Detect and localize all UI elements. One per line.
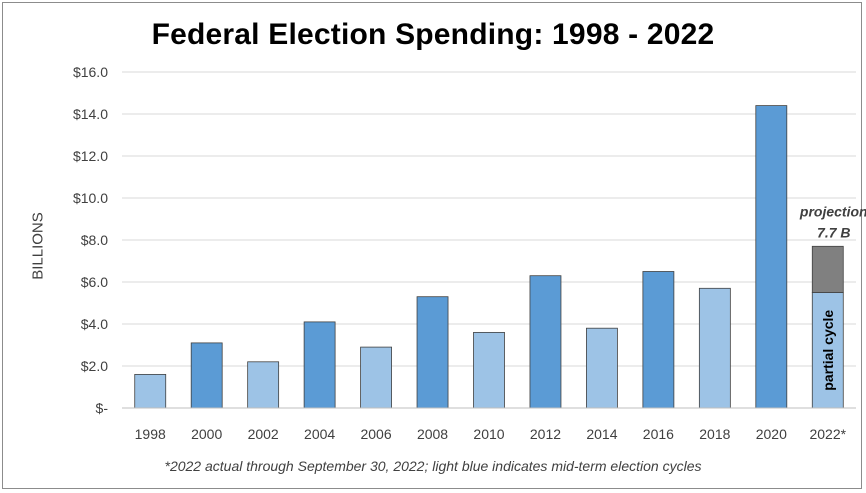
- y-tick-label: $10.0: [73, 190, 108, 206]
- chart-title: Federal Election Spending: 1998 - 2022: [151, 18, 715, 51]
- bar-2016: [642, 271, 675, 409]
- bar-2002: [247, 361, 280, 409]
- bar-2020: [755, 105, 788, 409]
- y-tick-label: $16.0: [73, 64, 108, 80]
- partial-cycle-label: partial cycle: [820, 310, 836, 391]
- y-tick-label: $4.0: [81, 316, 108, 332]
- x-tick-label: 2022*: [809, 426, 846, 442]
- bar-2018: [698, 287, 731, 409]
- y-tick-label: $8.0: [81, 232, 108, 248]
- x-tick-label: 2012: [530, 426, 561, 442]
- x-tick-label: 2004: [304, 426, 335, 442]
- x-tick-label: 2008: [417, 426, 448, 442]
- chart-footnote: *2022 actual through September 30, 2022;…: [164, 458, 702, 474]
- bar-1998: [134, 373, 167, 409]
- x-tick-label: 2000: [191, 426, 222, 442]
- y-tick-label: $2.0: [81, 358, 108, 374]
- x-tick-label: 2018: [699, 426, 730, 442]
- x-tick-label: 2020: [756, 426, 787, 442]
- x-tick-label: 2002: [248, 426, 279, 442]
- bar-2000: [190, 342, 223, 409]
- bar-2004: [303, 321, 336, 409]
- y-tick-label: $-: [96, 400, 109, 416]
- y-tick-label: $6.0: [81, 274, 108, 290]
- x-tick-label: 2014: [586, 426, 617, 442]
- x-tick-label: 1998: [135, 426, 166, 442]
- y-tick-label: $14.0: [73, 106, 108, 122]
- y-tick-label: $12.0: [73, 148, 108, 164]
- x-tick-label: 2006: [360, 426, 391, 442]
- x-tick-label: 2010: [473, 426, 504, 442]
- bar-2022: [811, 292, 844, 409]
- bar-2010: [473, 331, 505, 409]
- bar-2008: [416, 296, 449, 409]
- x-tick-label: 2016: [643, 426, 674, 442]
- bar-2012: [529, 275, 562, 409]
- projection-bar-segment: [811, 245, 844, 293]
- bar-2006: [360, 346, 392, 409]
- projection-value-label: 7.7 B: [817, 224, 850, 240]
- bar-2014: [586, 327, 618, 409]
- projection-label: projection: [799, 203, 866, 219]
